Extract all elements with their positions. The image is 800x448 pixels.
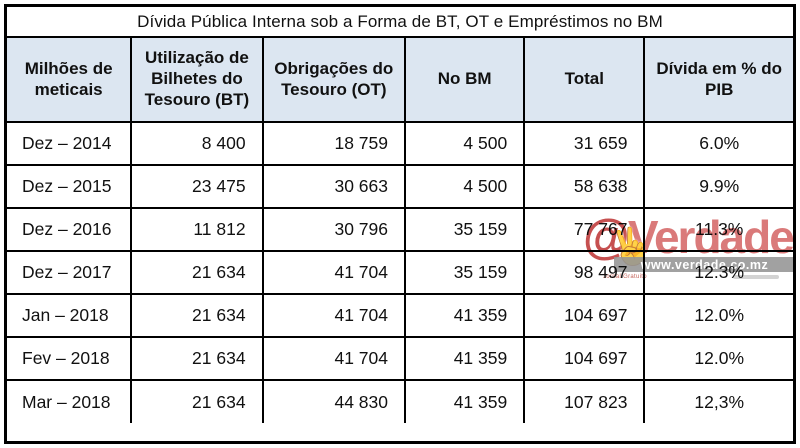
table-cell-total: 104 697 bbox=[523, 336, 646, 381]
table-cell-pct: 12.3% bbox=[643, 250, 793, 295]
header-row: Milhões de meticais Utilização de Bilhet… bbox=[7, 38, 793, 123]
table-cell-ot: 30 663 bbox=[261, 164, 407, 209]
table-cell-total: 107 823 bbox=[523, 379, 646, 423]
table-cell-period: Dez – 2015 bbox=[7, 164, 133, 209]
table-cell-pct: 11.3% bbox=[643, 207, 793, 252]
table-cell-no-bm: 35 159 bbox=[404, 207, 526, 252]
table-row: Fev – 2018 21 634 41 704 41 359 104 697 … bbox=[7, 336, 793, 381]
table-cell-ot: 41 704 bbox=[261, 250, 407, 295]
table-cell-no-bm: 4 500 bbox=[404, 121, 526, 166]
table-row: Dez – 2015 23 475 30 663 4 500 58 638 9.… bbox=[7, 164, 793, 209]
table-cell-pct: 12,3% bbox=[643, 379, 793, 423]
table-row: Dez – 2016 11 812 30 796 35 159 77 767 1… bbox=[7, 207, 793, 252]
table-cell-bt: 21 634 bbox=[130, 293, 264, 338]
column-header-ot: Obrigações do Tesouro (OT) bbox=[261, 38, 407, 123]
table-row: Dez – 2017 21 634 41 704 35 159 98 497 1… bbox=[7, 250, 793, 295]
table-cell-ot: 44 830 bbox=[261, 379, 407, 423]
column-header-bt: Utilização de Bilhetes do Tesouro (BT) bbox=[130, 38, 264, 123]
table-cell-total: 58 638 bbox=[523, 164, 646, 209]
column-header-pct-pib: Dívida em % do PIB bbox=[643, 38, 793, 123]
column-header-no-bm: No BM bbox=[404, 38, 526, 123]
table-cell-pct: 6.0% bbox=[643, 121, 793, 166]
table-cell-total: 77 767 bbox=[523, 207, 646, 252]
table-row: Dez – 2014 8 400 18 759 4 500 31 659 6.0… bbox=[7, 121, 793, 166]
table-cell-bt: 21 634 bbox=[130, 379, 264, 423]
table-cell-period: Dez – 2017 bbox=[7, 250, 133, 295]
debt-table: Milhões de meticais Utilização de Bilhet… bbox=[7, 38, 793, 423]
table-cell-period: Dez – 2014 bbox=[7, 121, 133, 166]
table-cell-pct: 12.0% bbox=[643, 293, 793, 338]
table-cell-pct: 9.9% bbox=[643, 164, 793, 209]
debt-table-frame: Dívida Pública Interna sob a Forma de BT… bbox=[4, 4, 796, 444]
table-cell-period: Jan – 2018 bbox=[7, 293, 133, 338]
table-cell-period: Dez – 2016 bbox=[7, 207, 133, 252]
table-cell-bt: 11 812 bbox=[130, 207, 264, 252]
table-title: Dívida Pública Interna sob a Forma de BT… bbox=[7, 7, 793, 38]
table-cell-pct: 12.0% bbox=[643, 336, 793, 381]
table-cell-period: Mar – 2018 bbox=[7, 379, 133, 423]
column-header-total: Total bbox=[523, 38, 646, 123]
table-cell-ot: 18 759 bbox=[261, 121, 407, 166]
table-cell-bt: 8 400 bbox=[130, 121, 264, 166]
table-cell-no-bm: 41 359 bbox=[404, 336, 526, 381]
table-row: Mar – 2018 21 634 44 830 41 359 107 823 … bbox=[7, 379, 793, 423]
column-header-unit: Milhões de meticais bbox=[7, 38, 133, 123]
table-cell-no-bm: 35 159 bbox=[404, 250, 526, 295]
table-cell-ot: 41 704 bbox=[261, 293, 407, 338]
table-cell-ot: 30 796 bbox=[261, 207, 407, 252]
table-cell-no-bm: 41 359 bbox=[404, 293, 526, 338]
table-cell-total: 104 697 bbox=[523, 293, 646, 338]
table-cell-total: 31 659 bbox=[523, 121, 646, 166]
table-cell-no-bm: 41 359 bbox=[404, 379, 526, 423]
table-cell-total: 98 497 bbox=[523, 250, 646, 295]
table-cell-ot: 41 704 bbox=[261, 336, 407, 381]
table-row: Jan – 2018 21 634 41 704 41 359 104 697 … bbox=[7, 293, 793, 338]
table-cell-no-bm: 4 500 bbox=[404, 164, 526, 209]
table-cell-period: Fev – 2018 bbox=[7, 336, 133, 381]
table-cell-bt: 23 475 bbox=[130, 164, 264, 209]
table-cell-bt: 21 634 bbox=[130, 336, 264, 381]
table-cell-bt: 21 634 bbox=[130, 250, 264, 295]
